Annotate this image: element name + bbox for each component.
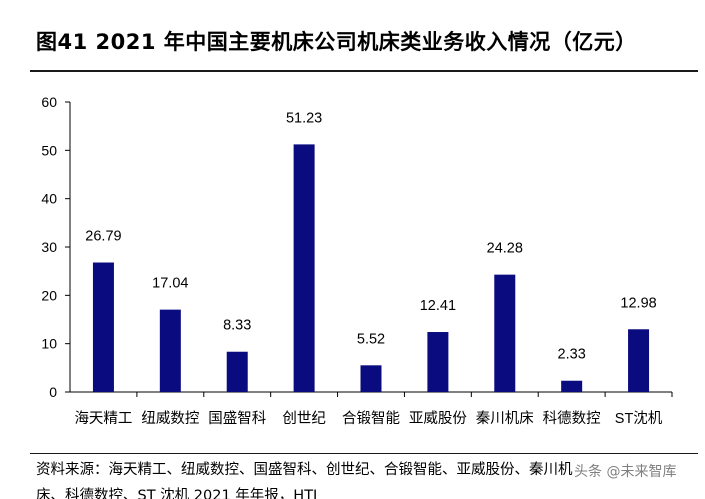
- bar-6: [427, 332, 449, 392]
- data-label: 12.98: [620, 295, 656, 311]
- bar-1: [92, 262, 114, 392]
- chart-title: 图41 2021 年中国主要机床公司机床类业务收入情况（亿元）: [36, 30, 637, 54]
- source-note: 资料来源：海天精工、纽威数控、国盛智科、创世纪、合锻智能、亚威股份、秦川机床、科…: [36, 462, 573, 499]
- y-tick-label: 60: [41, 94, 57, 110]
- data-label: 8.33: [223, 318, 251, 334]
- x-category-label: 国盛智科: [208, 410, 266, 427]
- source-divider: [30, 453, 698, 454]
- x-category-label: ST沈机: [615, 410, 663, 427]
- data-label: 24.28: [487, 241, 523, 257]
- watermark: 头条 @未来智库: [574, 464, 677, 480]
- x-axis: 海天精工 纽威数控 国盛智科 创世纪 合锻智能 亚威股份 秦川机床 科德数控 ST沈机: [70, 391, 673, 427]
- data-label: 5.52: [357, 331, 385, 347]
- data-label: 12.41: [420, 298, 456, 314]
- bars: [92, 144, 650, 392]
- data-label: 26.79: [85, 229, 121, 245]
- data-label: 2.33: [558, 347, 586, 363]
- bar-8: [561, 380, 583, 392]
- x-category-label: 秦川机床: [476, 410, 534, 427]
- bar-7: [494, 274, 516, 392]
- y-tick-label: 10: [41, 336, 57, 352]
- y-tick-label: 30: [41, 239, 57, 255]
- y-tick-label: 40: [41, 191, 57, 207]
- y-tick-label: 20: [41, 287, 57, 303]
- x-category-label: 纽威数控: [141, 410, 199, 427]
- title-divider: [30, 70, 698, 72]
- bar-9: [628, 329, 650, 392]
- data-label: 51.23: [286, 110, 322, 126]
- y-tick-label: 0: [49, 384, 57, 400]
- bar-4: [293, 144, 315, 392]
- bar-5: [360, 365, 382, 392]
- x-category-label: 合锻智能: [342, 410, 400, 427]
- bar-2: [159, 309, 181, 392]
- x-category-label: 科德数控: [543, 410, 601, 427]
- y-tick-label: 50: [41, 142, 57, 158]
- bar-3: [226, 351, 248, 392]
- data-labels: 26.79 17.04 8.33 51.23 5.52 12.41 24.28 2.33 12.…: [85, 110, 656, 362]
- y-axis: 0 10 20 30 40 50 60: [41, 94, 71, 400]
- data-label: 17.04: [152, 276, 188, 292]
- x-category-label: 海天精工: [74, 410, 132, 427]
- x-category-label: 亚威股份: [409, 410, 467, 427]
- x-category-label: 创世纪: [282, 410, 326, 427]
